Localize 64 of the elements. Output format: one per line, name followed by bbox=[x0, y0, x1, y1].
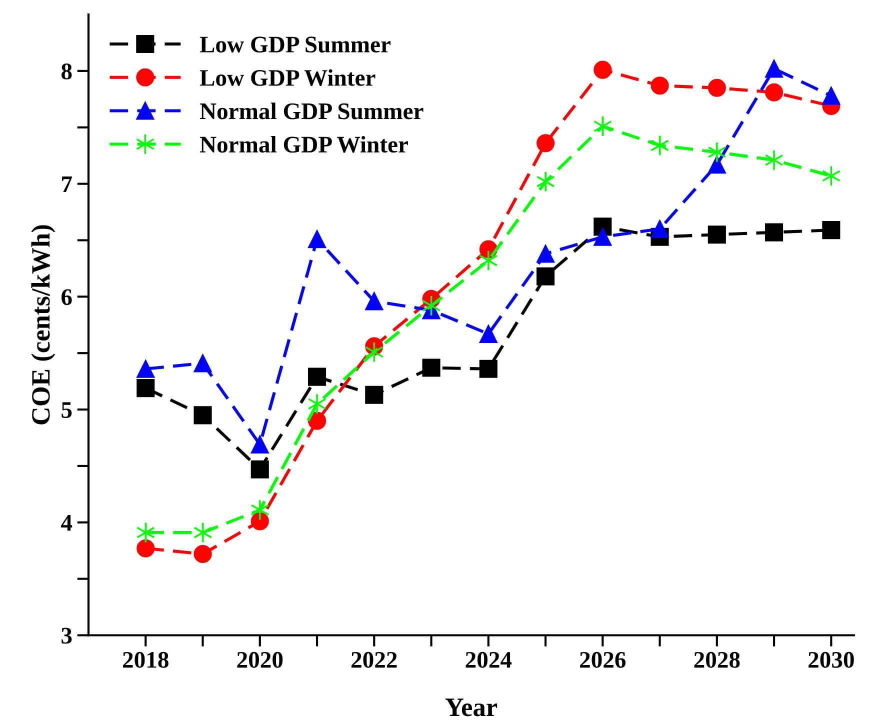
point bbox=[365, 292, 384, 310]
point bbox=[765, 223, 784, 242]
point bbox=[308, 393, 326, 415]
point bbox=[422, 295, 441, 316]
point bbox=[536, 134, 555, 152]
point bbox=[822, 165, 840, 187]
point bbox=[193, 522, 212, 544]
point bbox=[479, 324, 498, 343]
y-tick-label: 7 bbox=[62, 176, 72, 192]
point bbox=[765, 60, 784, 78]
legend-label: Low GDP Winter bbox=[200, 69, 376, 86]
point bbox=[650, 76, 669, 95]
legend-label: Low GDP Summer bbox=[200, 36, 390, 53]
y-tick-label: 4 bbox=[61, 515, 72, 531]
point bbox=[422, 358, 440, 377]
point bbox=[536, 170, 555, 192]
legend-label: Normal GDP Summer bbox=[200, 102, 424, 120]
point bbox=[536, 267, 555, 286]
point bbox=[250, 435, 269, 454]
point bbox=[136, 522, 155, 544]
x-tick-label: 2026 bbox=[580, 652, 626, 668]
y-tick-label: 5 bbox=[62, 402, 72, 418]
point bbox=[194, 544, 212, 564]
x-axis-title: Year bbox=[445, 698, 498, 716]
point bbox=[650, 134, 670, 156]
point bbox=[593, 116, 612, 137]
point bbox=[308, 368, 326, 386]
point bbox=[136, 360, 155, 378]
point bbox=[708, 78, 726, 97]
y-tick-label: 6 bbox=[62, 289, 72, 306]
point bbox=[250, 499, 270, 521]
point bbox=[308, 230, 326, 248]
point bbox=[364, 341, 384, 363]
point bbox=[194, 406, 212, 424]
x-tick-label: 2022 bbox=[352, 652, 397, 668]
point bbox=[594, 228, 612, 246]
point bbox=[536, 244, 555, 263]
x-tick-label: 2024 bbox=[466, 652, 512, 668]
point bbox=[708, 226, 726, 244]
point bbox=[250, 512, 269, 530]
point bbox=[365, 386, 384, 404]
point bbox=[765, 83, 784, 102]
point bbox=[708, 156, 726, 174]
y-axis-title: COE (cents/kWh) bbox=[31, 225, 56, 424]
x-tick-label: 2018 bbox=[123, 652, 168, 668]
point bbox=[194, 354, 212, 372]
point bbox=[822, 86, 840, 105]
point bbox=[708, 142, 726, 163]
point bbox=[479, 250, 498, 272]
point bbox=[308, 412, 326, 430]
point bbox=[136, 539, 155, 558]
point bbox=[136, 379, 155, 398]
y-tick-label: 3 bbox=[62, 628, 72, 644]
x-tick-label: 2030 bbox=[808, 652, 854, 668]
legend-label: Normal GDP Winter bbox=[200, 136, 408, 153]
point bbox=[650, 220, 669, 238]
point bbox=[764, 149, 784, 171]
point bbox=[822, 221, 840, 240]
point bbox=[250, 460, 269, 478]
point bbox=[594, 60, 612, 79]
x-tick-label: 2028 bbox=[694, 652, 740, 668]
point bbox=[479, 360, 498, 378]
y-tick-label: 8 bbox=[62, 63, 72, 80]
x-tick-label: 2020 bbox=[237, 652, 283, 668]
